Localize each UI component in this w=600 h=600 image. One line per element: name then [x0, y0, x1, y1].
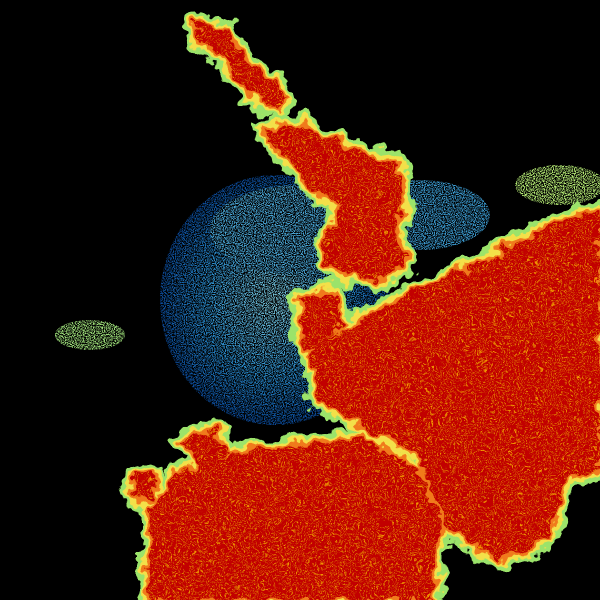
echo-core: [134, 21, 600, 600]
heavy-echo: [124, 11, 600, 600]
